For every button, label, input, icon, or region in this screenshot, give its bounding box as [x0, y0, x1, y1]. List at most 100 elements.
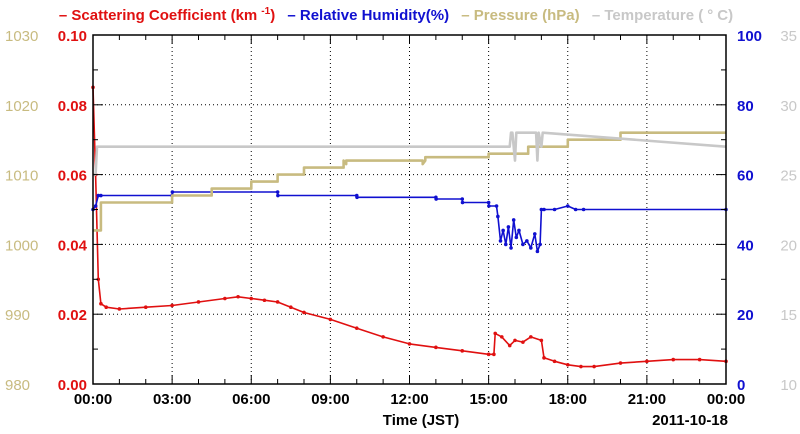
data-point-relative-humidity: [542, 207, 546, 212]
data-point-relative-humidity: [532, 232, 537, 236]
y-tick-label-humidity: 60: [737, 168, 754, 185]
data-point-scattering-coefficient: [99, 301, 103, 306]
series-line-relative-humidity: [92, 191, 726, 253]
data-point-relative-humidity: [460, 200, 465, 205]
data-point-scattering-coefficient: [236, 294, 240, 299]
data-point-relative-humidity: [355, 195, 359, 200]
data-point-relative-humidity: [503, 242, 508, 247]
y-tick-label-scattering: 0.02: [58, 307, 87, 324]
y-tick-label-scattering: 0.10: [58, 28, 87, 45]
y-tick-label-scattering: 0.08: [58, 98, 87, 115]
data-point-scattering-coefficient: [223, 296, 227, 301]
legend-entry-pressure: – Pressure (hPa): [461, 7, 580, 24]
data-point-relative-humidity: [498, 239, 503, 243]
data-point-relative-humidity: [514, 235, 519, 240]
x-tick-label: 09:00: [311, 391, 349, 408]
chart-legend: – Scattering Coefficient (km -1) – Relati…: [0, 6, 800, 24]
data-point-relative-humidity: [565, 204, 570, 208]
data-point-relative-humidity: [93, 204, 98, 208]
data-point-relative-humidity: [535, 249, 540, 254]
degree-glyph: °: [707, 7, 714, 24]
data-point-relative-humidity: [538, 242, 542, 247]
y-tick-label-pressure: 1030: [5, 28, 38, 45]
data-point-scattering-coefficient: [143, 305, 148, 310]
legend-sup: -1: [261, 6, 271, 17]
data-point-scattering-coefficient: [249, 296, 254, 301]
data-point-relative-humidity: [496, 214, 500, 219]
y-tick-label-scattering: 0.00: [58, 377, 87, 394]
data-point-scattering-coefficient: [328, 317, 333, 322]
legend-label-pressure: Pressure (hPa): [473, 7, 580, 24]
data-point-scattering-coefficient: [500, 335, 504, 339]
data-point-relative-humidity: [96, 193, 101, 198]
data-point-relative-humidity: [511, 218, 516, 222]
data-point-scattering-coefficient: [671, 357, 676, 362]
y-tick-label-temperature: 10: [780, 377, 797, 394]
data-point-scattering-coefficient: [513, 338, 517, 343]
data-point-relative-humidity: [517, 228, 521, 233]
x-tick-label: 21:00: [628, 391, 666, 408]
legend-tail-scattering: ): [270, 7, 276, 24]
y-tick-label-pressure: 1000: [5, 237, 38, 254]
data-point-scattering-coefficient: [645, 359, 649, 364]
y-tick-label-pressure: 980: [5, 377, 30, 394]
data-point-scattering-coefficient: [104, 305, 108, 310]
data-point-relative-humidity: [275, 190, 280, 194]
data-point-scattering-coefficient: [542, 356, 546, 360]
data-point-relative-humidity: [494, 204, 499, 208]
x-tick-label: 00:00: [74, 391, 112, 408]
legend-entry-humidity: – Relative Humidity(%): [287, 7, 450, 24]
x-tick-label: 12:00: [390, 391, 428, 408]
x-tick-label: 06:00: [232, 391, 270, 408]
data-point-relative-humidity: [486, 200, 491, 205]
data-point-scattering-coefficient: [262, 298, 267, 303]
y-tick-label-humidity: 100: [737, 28, 762, 45]
data-point-scattering-coefficient: [407, 342, 412, 346]
data-point-relative-humidity: [581, 207, 586, 212]
data-point-scattering-coefficient: [460, 349, 465, 353]
data-point-scattering-coefficient: [529, 335, 533, 339]
data-point-relative-humidity: [487, 204, 491, 208]
data-point-relative-humidity: [460, 197, 465, 201]
legend-tail-temperature: C): [717, 7, 734, 24]
data-point-relative-humidity: [509, 246, 513, 250]
data-point-scattering-coefficient: [539, 338, 544, 343]
y-tick-label-temperature: 30: [780, 98, 797, 115]
data-point-relative-humidity: [506, 225, 511, 229]
data-point-relative-humidity: [99, 193, 103, 198]
data-point-scattering-coefficient: [565, 363, 570, 367]
legend-label-temperature: Temperature (: [604, 7, 704, 24]
y-tick-label-pressure: 1020: [5, 98, 38, 115]
data-point-scattering-coefficient: [507, 343, 512, 348]
y-tick-label-temperature: 20: [780, 237, 797, 254]
y-tick-label-temperature: 35: [780, 28, 797, 45]
x-tick-label: 18:00: [549, 391, 587, 408]
data-point-scattering-coefficient: [434, 345, 438, 350]
data-point-scattering-coefficient: [697, 357, 702, 362]
data-point-relative-humidity: [501, 228, 505, 233]
y-tick-label-temperature: 25: [780, 168, 797, 185]
series-line-pressure: [93, 131, 726, 232]
data-point-scattering-coefficient: [492, 352, 496, 357]
data-point-scattering-coefficient: [170, 303, 174, 308]
data-point-scattering-coefficient: [486, 352, 491, 357]
data-point-scattering-coefficient: [618, 361, 623, 365]
data-point-scattering-coefficient: [521, 340, 525, 344]
y-tick-label-pressure: 1010: [5, 168, 38, 185]
legend-entry-scattering: – Scattering Coefficient (km -1): [58, 6, 276, 24]
legend-entry-temperature: – Temperature (° C): [591, 7, 734, 24]
legend-label-scattering: Scattering Coefficient (km: [71, 7, 258, 24]
y-tick-label-humidity: 0: [737, 377, 745, 394]
data-point-relative-humidity: [552, 207, 557, 212]
y-tick-label-humidity: 40: [737, 237, 754, 254]
data-point-relative-humidity: [539, 207, 544, 212]
data-point-scattering-coefficient: [552, 359, 557, 364]
series-line-temperature: [93, 131, 727, 176]
data-point-scattering-coefficient: [381, 335, 385, 339]
data-point-relative-humidity: [276, 193, 280, 198]
x-tick-label: 03:00: [153, 391, 191, 408]
data-point-scattering-coefficient: [289, 305, 293, 310]
data-point-scattering-coefficient: [493, 331, 498, 336]
x-axis-title: Time (JST): [383, 412, 459, 429]
